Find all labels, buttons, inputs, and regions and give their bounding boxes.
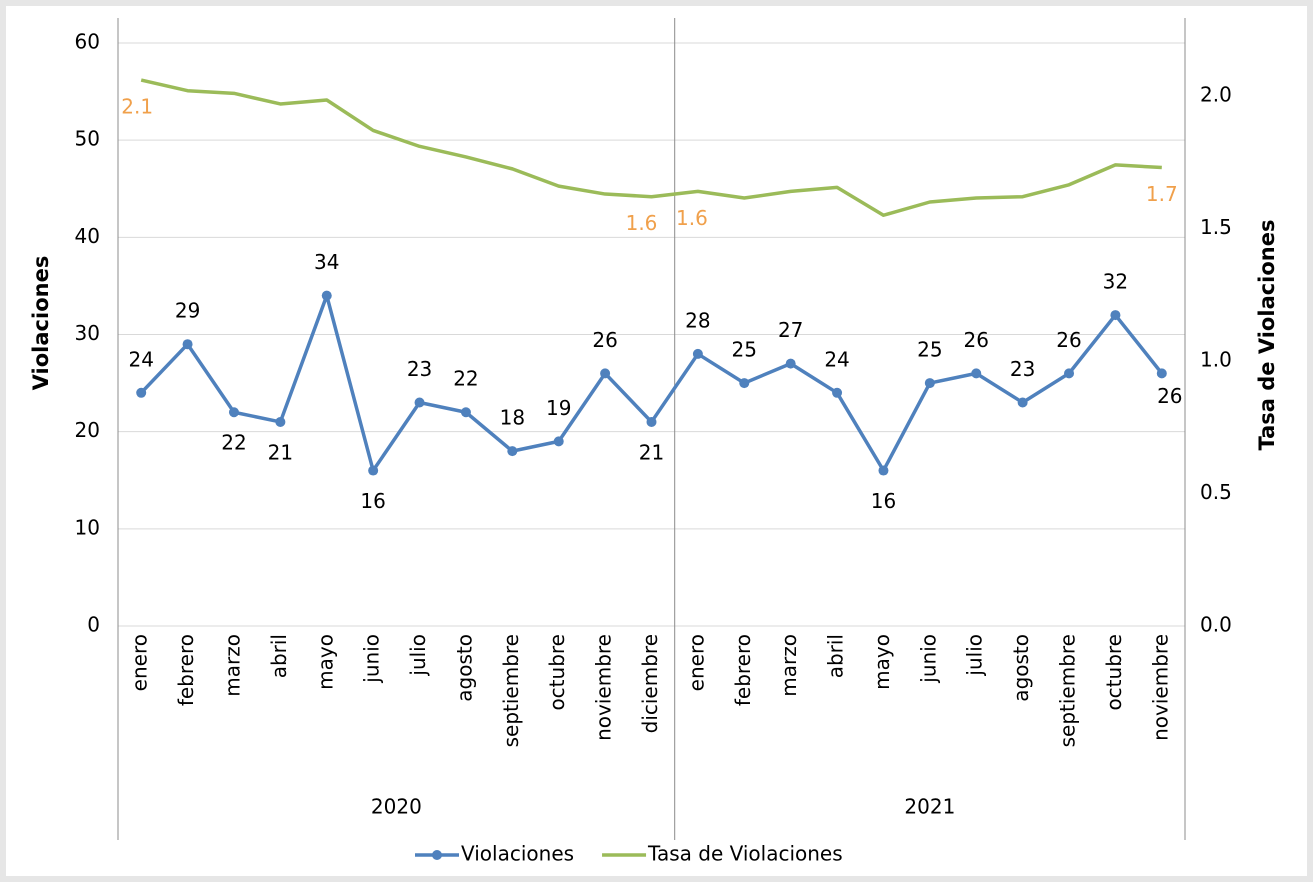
data-point <box>924 378 935 389</box>
x-tick-label: enero <box>684 634 708 691</box>
group-label: 2020 <box>371 795 422 819</box>
x-tick-label: julio <box>406 634 430 677</box>
data-label: 24 <box>128 347 153 371</box>
data-label: 28 <box>685 308 710 332</box>
data-point <box>692 348 703 359</box>
data-point <box>646 416 657 427</box>
data-label: 16 <box>871 489 896 513</box>
data-label: 18 <box>500 406 525 430</box>
data-label: 26 <box>1157 384 1182 408</box>
x-tick-label: octubre <box>545 634 569 711</box>
data-label: 1.7 <box>1146 182 1178 206</box>
data-label: 25 <box>917 338 942 362</box>
x-tick-label: abril <box>267 634 291 678</box>
y-tick-label: 50 <box>75 127 100 151</box>
legend-label: Violaciones <box>461 842 574 866</box>
data-label: 22 <box>453 367 478 391</box>
data-label: 26 <box>1056 328 1081 352</box>
data-point <box>553 436 564 447</box>
x-tick-label: agosto <box>1009 634 1033 702</box>
data-point <box>1110 310 1121 321</box>
data-point <box>878 465 889 476</box>
y2-tick-label: 2.0 <box>1200 83 1232 107</box>
y-tick-label: 60 <box>75 30 100 54</box>
data-label: 19 <box>546 396 571 420</box>
x-tick-label: julio <box>963 634 987 677</box>
x-tick-label: abril <box>824 634 848 678</box>
x-tick-label: agosto <box>452 634 476 702</box>
x-tick-label: febrero <box>731 634 755 706</box>
x-tick-label: mayo <box>313 634 337 690</box>
x-tick-label: junio <box>360 634 384 684</box>
data-point <box>228 407 239 418</box>
x-tick-label: junio <box>916 634 940 684</box>
y-tick-label: 0 <box>87 613 100 637</box>
y-tick-label: 20 <box>75 418 100 442</box>
y2-tick-label: 0.0 <box>1200 613 1232 637</box>
x-tick-label: febrero <box>174 634 198 706</box>
data-point <box>600 368 611 379</box>
series-line <box>140 78 1162 217</box>
x-tick-label: septiembre <box>499 634 523 747</box>
data-label: 24 <box>824 347 849 371</box>
data-point <box>785 358 796 369</box>
y-tick-label: 40 <box>75 224 100 248</box>
data-point <box>739 378 750 389</box>
data-label: 22 <box>221 431 246 455</box>
data-label: 26 <box>592 328 617 352</box>
y-tick-label: 10 <box>75 515 100 539</box>
y2-axis-title: Tasa de Violaciones <box>1255 220 1279 451</box>
data-label: 26 <box>964 328 989 352</box>
data-label: 23 <box>1010 357 1035 381</box>
data-point <box>182 339 193 350</box>
data-label: 16 <box>360 489 385 513</box>
data-point <box>414 397 425 408</box>
data-label: 32 <box>1103 270 1128 294</box>
data-label: 34 <box>314 250 339 274</box>
data-label: 27 <box>778 318 803 342</box>
group-label: 2021 <box>904 795 955 819</box>
x-tick-label: septiembre <box>1056 634 1080 747</box>
data-label: 2.1 <box>121 95 153 119</box>
data-point <box>971 368 982 379</box>
data-label: 29 <box>175 299 200 323</box>
x-tick-label: noviembre <box>1148 634 1172 741</box>
data-label: 1.6 <box>626 211 658 235</box>
x-tick-label: enero <box>128 634 152 691</box>
x-tick-label: mayo <box>870 634 894 690</box>
y2-tick-label: 1.5 <box>1200 215 1232 239</box>
data-point <box>275 416 286 427</box>
data-point <box>1064 368 1075 379</box>
y2-tick-label: 1.0 <box>1200 348 1232 372</box>
data-point <box>460 407 471 418</box>
legend-label: Tasa de Violaciones <box>647 842 843 866</box>
x-tick-label: marzo <box>777 634 801 697</box>
x-tick-label: noviembre <box>592 634 616 741</box>
data-label: 1.6 <box>676 206 708 230</box>
data-point <box>368 465 379 476</box>
data-label: 21 <box>268 440 293 464</box>
data-label: 21 <box>639 440 664 464</box>
data-point <box>1017 397 1028 408</box>
data-point <box>321 290 332 301</box>
x-tick-label: diciembre <box>638 634 662 733</box>
data-label: 23 <box>407 357 432 381</box>
data-point <box>507 446 518 457</box>
x-tick-label: marzo <box>220 634 244 697</box>
y-tick-label: 30 <box>75 321 100 345</box>
legend-marker <box>432 850 442 860</box>
data-point <box>136 387 147 398</box>
x-tick-label: octubre <box>1102 634 1126 711</box>
y2-tick-label: 0.5 <box>1200 480 1232 504</box>
data-label: 25 <box>732 338 757 362</box>
data-point <box>1156 368 1167 379</box>
y-axis-title: Violaciones <box>29 256 53 391</box>
data-point <box>832 387 843 398</box>
